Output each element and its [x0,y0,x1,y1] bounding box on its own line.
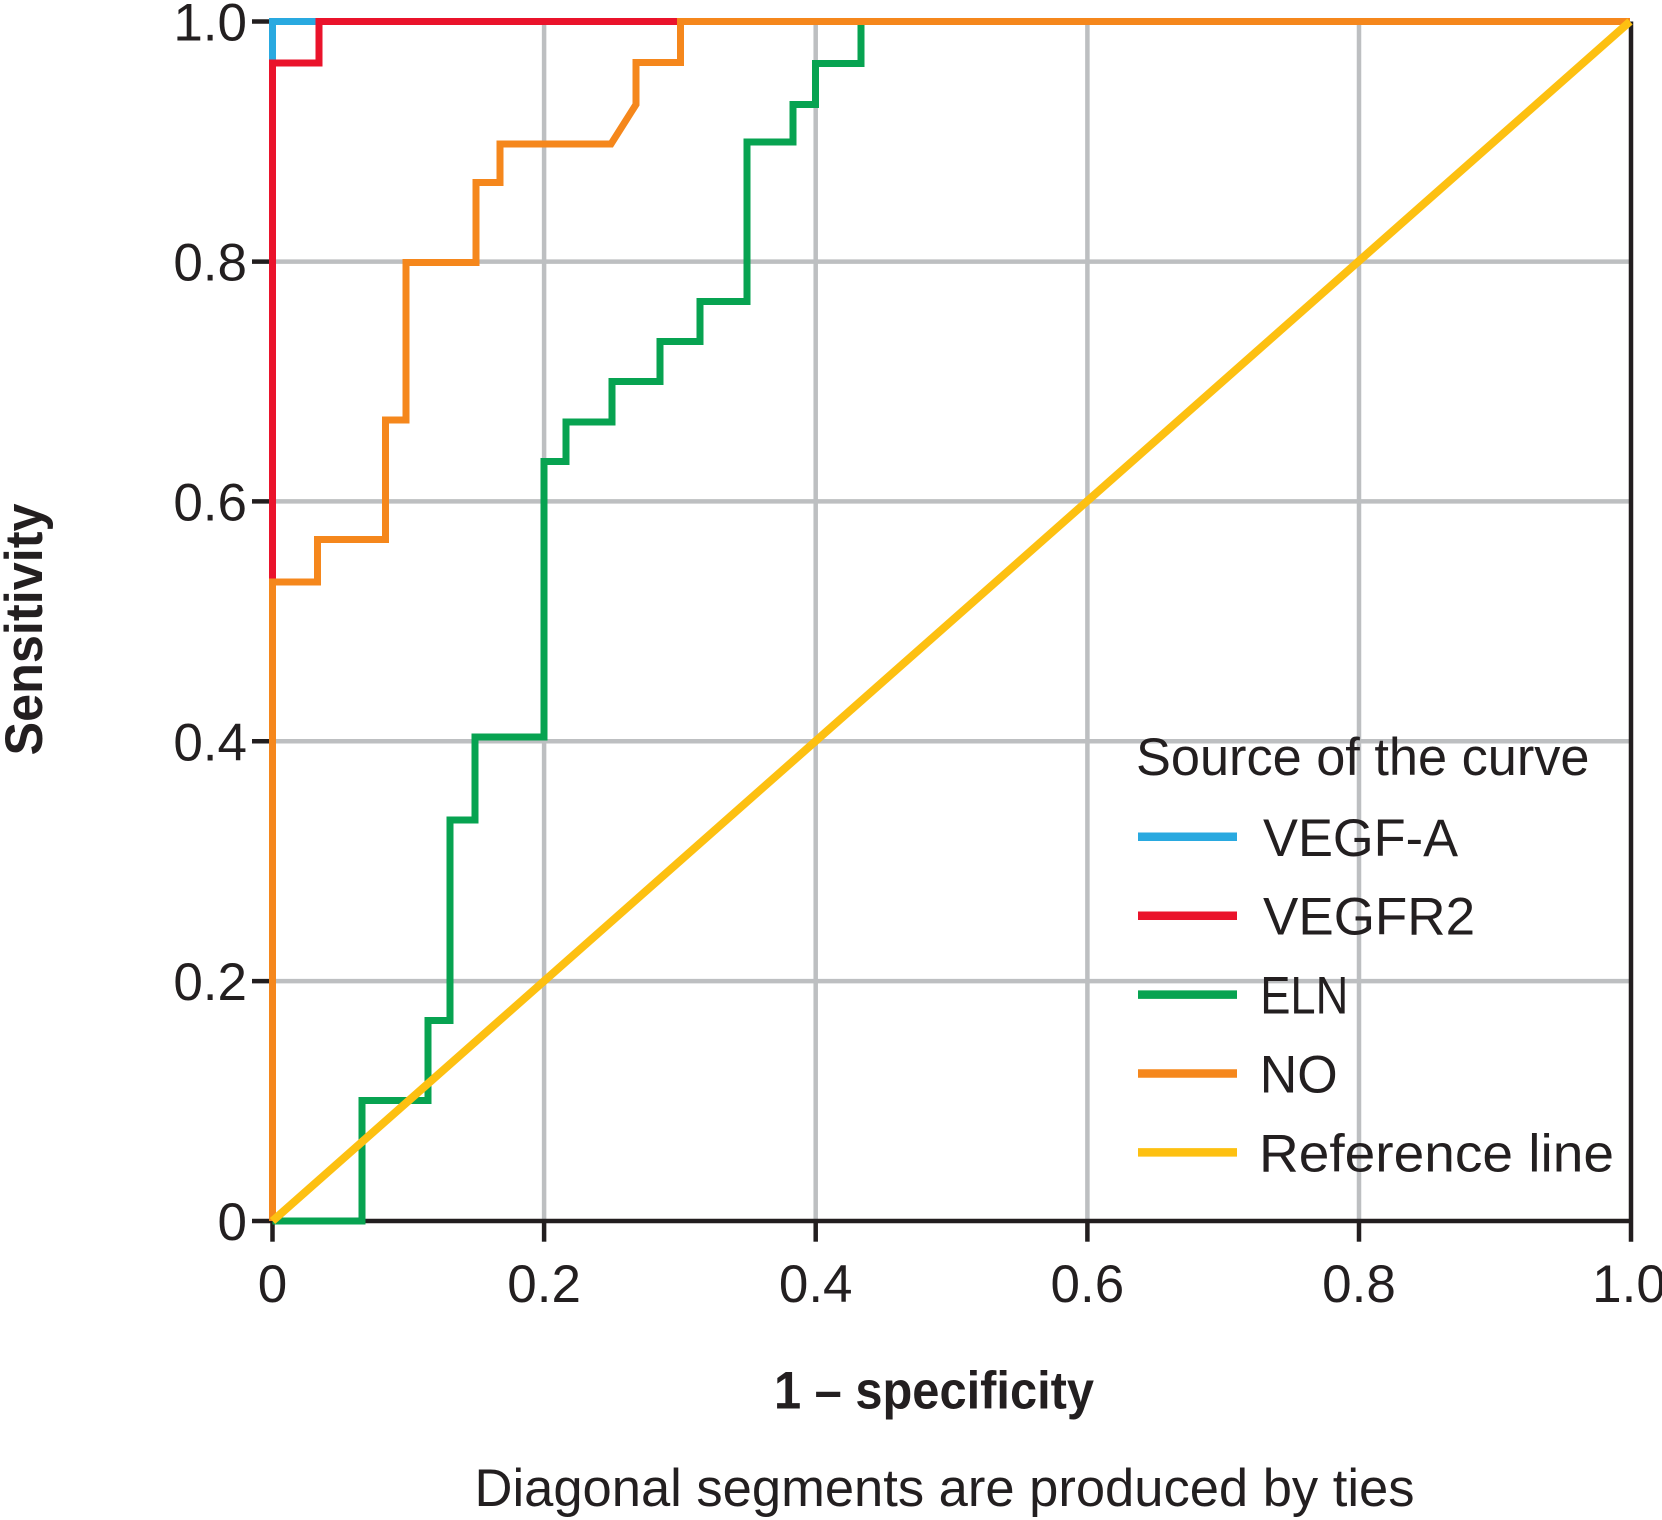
svg-text:VEGF-A: VEGF-A [1263,809,1459,868]
svg-text:0.4: 0.4 [779,1255,853,1314]
svg-text:Source of the curve: Source of the curve [1136,728,1589,787]
svg-text:ELN: ELN [1260,966,1348,1025]
svg-text:Diagonal segments are produced: Diagonal segments are produced by ties [475,1459,1415,1518]
svg-text:Sensitivity: Sensitivity [0,503,53,755]
svg-text:Reference line: Reference line [1259,1124,1614,1183]
svg-text:1 – specificity: 1 – specificity [774,1361,1095,1420]
svg-text:0.2: 0.2 [173,953,247,1012]
svg-text:0.8: 0.8 [1322,1255,1396,1314]
svg-text:NO: NO [1260,1046,1338,1105]
svg-text:0.2: 0.2 [507,1255,581,1314]
svg-text:1.0: 1.0 [1592,1255,1662,1314]
svg-text:0: 0 [258,1255,287,1314]
svg-text:0.8: 0.8 [173,234,247,293]
svg-text:0.6: 0.6 [1051,1255,1125,1314]
svg-text:1.0: 1.0 [173,0,247,53]
svg-text:0: 0 [218,1193,247,1252]
svg-text:0.6: 0.6 [173,473,247,532]
svg-text:VEGFR2: VEGFR2 [1263,888,1475,947]
svg-text:0.4: 0.4 [173,713,247,772]
